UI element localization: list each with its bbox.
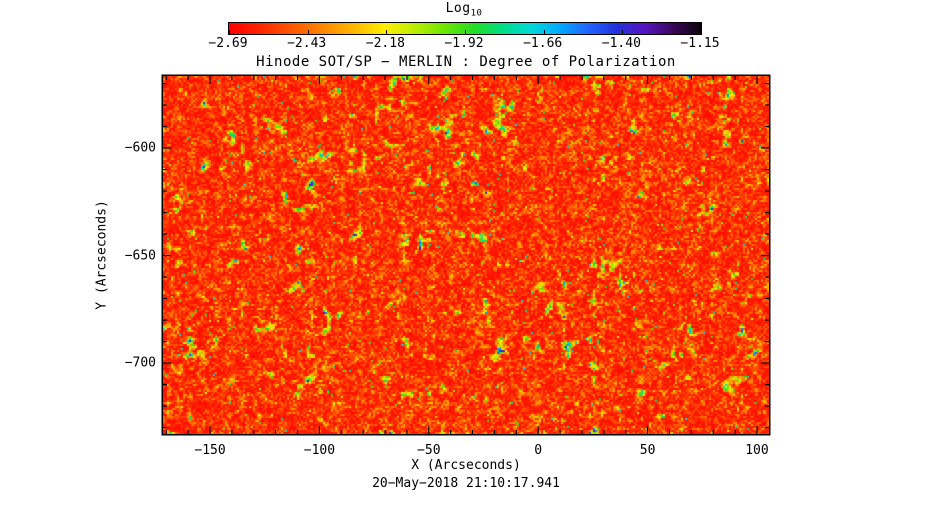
x-tick-label: −150 [194,443,226,458]
x-tick-label: 50 [639,443,656,458]
x-tick-label: −100 [303,443,336,458]
colorbar-tick-label: −1.15 [680,36,720,51]
colorbar-tick [622,30,624,34]
plot-title: Hinode SOT/SP − MERLIN : Degree of Polar… [256,54,676,70]
colorbar-tick-label: −1.66 [523,36,563,51]
colorbar-tick-label: −2.69 [208,36,248,51]
x-axis-tick-labels: −150 −100 −50 0 50 100 [0,443,932,459]
colorbar-tick [307,30,309,34]
colorbar-title-subscript: 10 [470,8,483,19]
x-axis-title: X (Arcseconds) [411,458,521,473]
y-tick-label: −700 [124,355,156,371]
observation-timestamp: 20−May−2018 21:10:17.941 [372,476,560,491]
colorbar-tick-label: −2.18 [365,36,405,51]
colorbar-tick [386,30,388,34]
x-tick-label: 0 [534,443,543,458]
colorbar-tick [229,30,230,34]
colorbar-tick [700,30,701,34]
colorbar-tick-label: −2.43 [287,36,327,51]
colorbar-tick-labels: −2.69 −2.43 −2.18 −1.92 −1.66 −1.40 −1.15 [208,36,719,52]
colorbar-title: Log10 [228,1,700,19]
y-tick-label: −650 [124,248,156,264]
colorbar-title-main: Log [445,1,471,16]
x-tick-label: 100 [745,443,769,458]
colorbar-tick-label: −1.40 [601,36,641,51]
x-tick-label: −50 [417,443,441,458]
colorbar-tick-label: −1.92 [444,36,484,51]
colorbar-tick [543,30,545,34]
colorbar-tick [465,30,466,34]
y-axis-title: Y (Arcseconds) [94,200,110,310]
colorbar-gradient [228,22,702,35]
y-tick-label: −600 [124,140,156,156]
